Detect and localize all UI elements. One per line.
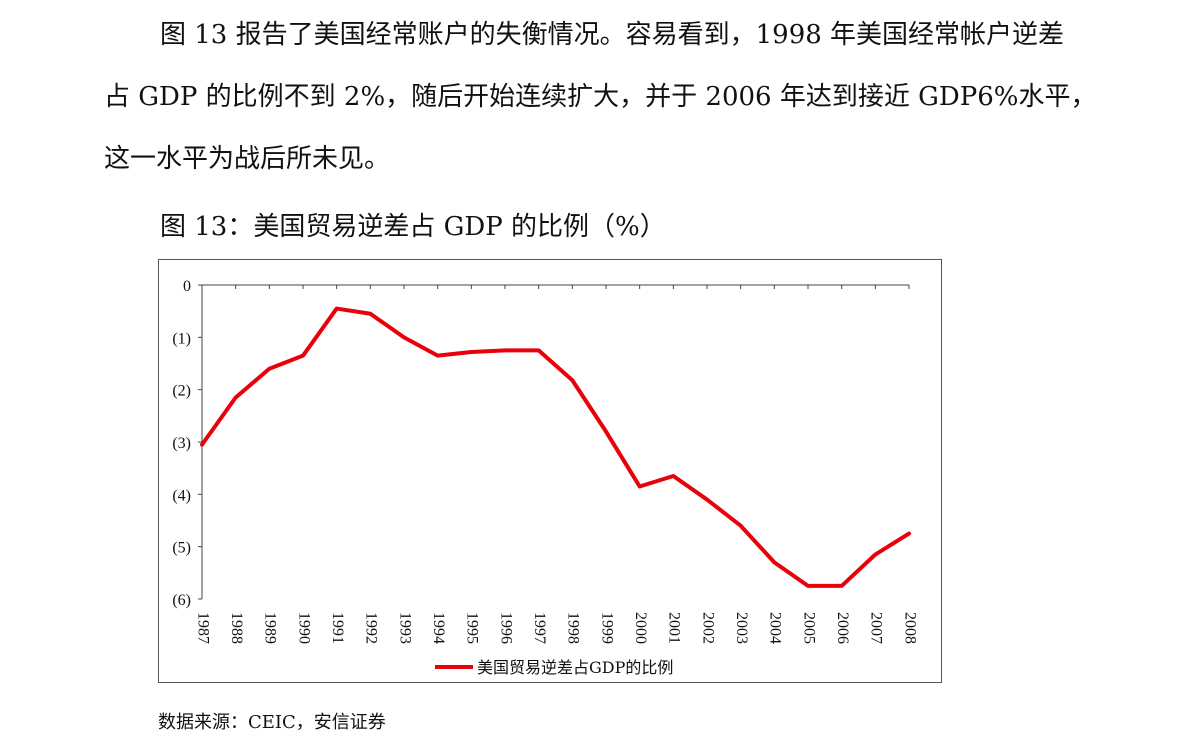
- x-tick-label: 1990: [295, 612, 312, 644]
- x-tick-label: 1993: [396, 612, 413, 644]
- x-tick-label: 1995: [464, 612, 481, 644]
- data-point: [503, 348, 507, 352]
- paragraph-line-3: 这一水平为战后所未见。: [104, 144, 391, 174]
- x-tick-label: 2000: [632, 612, 649, 644]
- x-tick-label: 2003: [733, 612, 750, 644]
- data-point: [537, 348, 541, 352]
- source-note: 数据来源：CEIC，安信证券: [158, 712, 386, 733]
- x-tick-label: 2002: [699, 612, 716, 644]
- chart-frame: 0 (1) (2) (3) (4) (5) (6) 1987 1988 1989 1990 1991 1…: [158, 259, 942, 683]
- x-tick-label: 2008: [901, 612, 918, 644]
- data-point: [469, 350, 473, 354]
- x-tick-label: 2005: [800, 612, 817, 644]
- x-tick-label: 1997: [531, 612, 548, 644]
- data-point: [907, 532, 911, 536]
- data-point: [873, 553, 877, 557]
- x-tick-label: 1992: [363, 612, 380, 644]
- y-tick-label: (2): [172, 383, 191, 400]
- data-point: [200, 443, 204, 447]
- y-tick-label: (4): [172, 487, 191, 504]
- x-tick-label: 1991: [329, 612, 346, 644]
- data-point: [772, 560, 776, 564]
- y-tick-label: (6): [172, 592, 191, 609]
- data-point: [570, 378, 574, 382]
- x-tick-label: 1987: [194, 612, 211, 644]
- series-line: [200, 306, 911, 588]
- data-point: [806, 584, 810, 588]
- x-tick-label: 2004: [767, 612, 784, 644]
- x-tick-label: 1988: [228, 612, 245, 644]
- data-point: [267, 367, 271, 371]
- data-point: [301, 354, 305, 358]
- x-tick-label: 2006: [834, 612, 851, 644]
- x-tick-label: 1989: [262, 612, 279, 644]
- x-tick-label: 1999: [598, 612, 615, 644]
- data-point: [671, 474, 675, 478]
- y-tick-label: (1): [172, 330, 191, 347]
- legend-label: 美国贸易逆差占GDP的比例: [477, 658, 673, 677]
- data-point: [402, 335, 406, 339]
- data-point: [739, 524, 743, 528]
- data-point: [604, 430, 608, 434]
- y-tick-label: (3): [172, 435, 191, 452]
- data-point: [436, 354, 440, 358]
- data-point: [335, 307, 339, 311]
- paragraph-line-2: 占 GDP 的比例不到 2%，随后开始连续扩大，并于 2006 年达到接近 GD…: [104, 82, 1097, 112]
- x-tick-label: 1998: [565, 612, 582, 644]
- x-tick-label: 1996: [497, 612, 514, 644]
- data-point: [368, 312, 372, 316]
- y-tick-label: (5): [172, 540, 191, 557]
- data-point: [840, 584, 844, 588]
- data-point: [234, 396, 238, 400]
- y-tick-label: 0: [183, 278, 191, 295]
- data-point: [638, 484, 642, 488]
- paragraph-line-1: 图 13 报告了美国经常账户的失衡情况。容易看到，1998 年美国经常帐户逆差: [160, 20, 1065, 50]
- line-chart: 0 (1) (2) (3) (4) (5) (6)1987 1988 1989 1990 1991 1…: [172, 278, 918, 677]
- x-tick-label: 1994: [430, 612, 447, 644]
- data-point: [705, 498, 709, 502]
- x-tick-label: 2007: [868, 612, 885, 644]
- x-tick-label: 2001: [666, 612, 683, 644]
- figure-title: 图 13：美国贸易逆差占 GDP 的比例（%）: [160, 212, 666, 242]
